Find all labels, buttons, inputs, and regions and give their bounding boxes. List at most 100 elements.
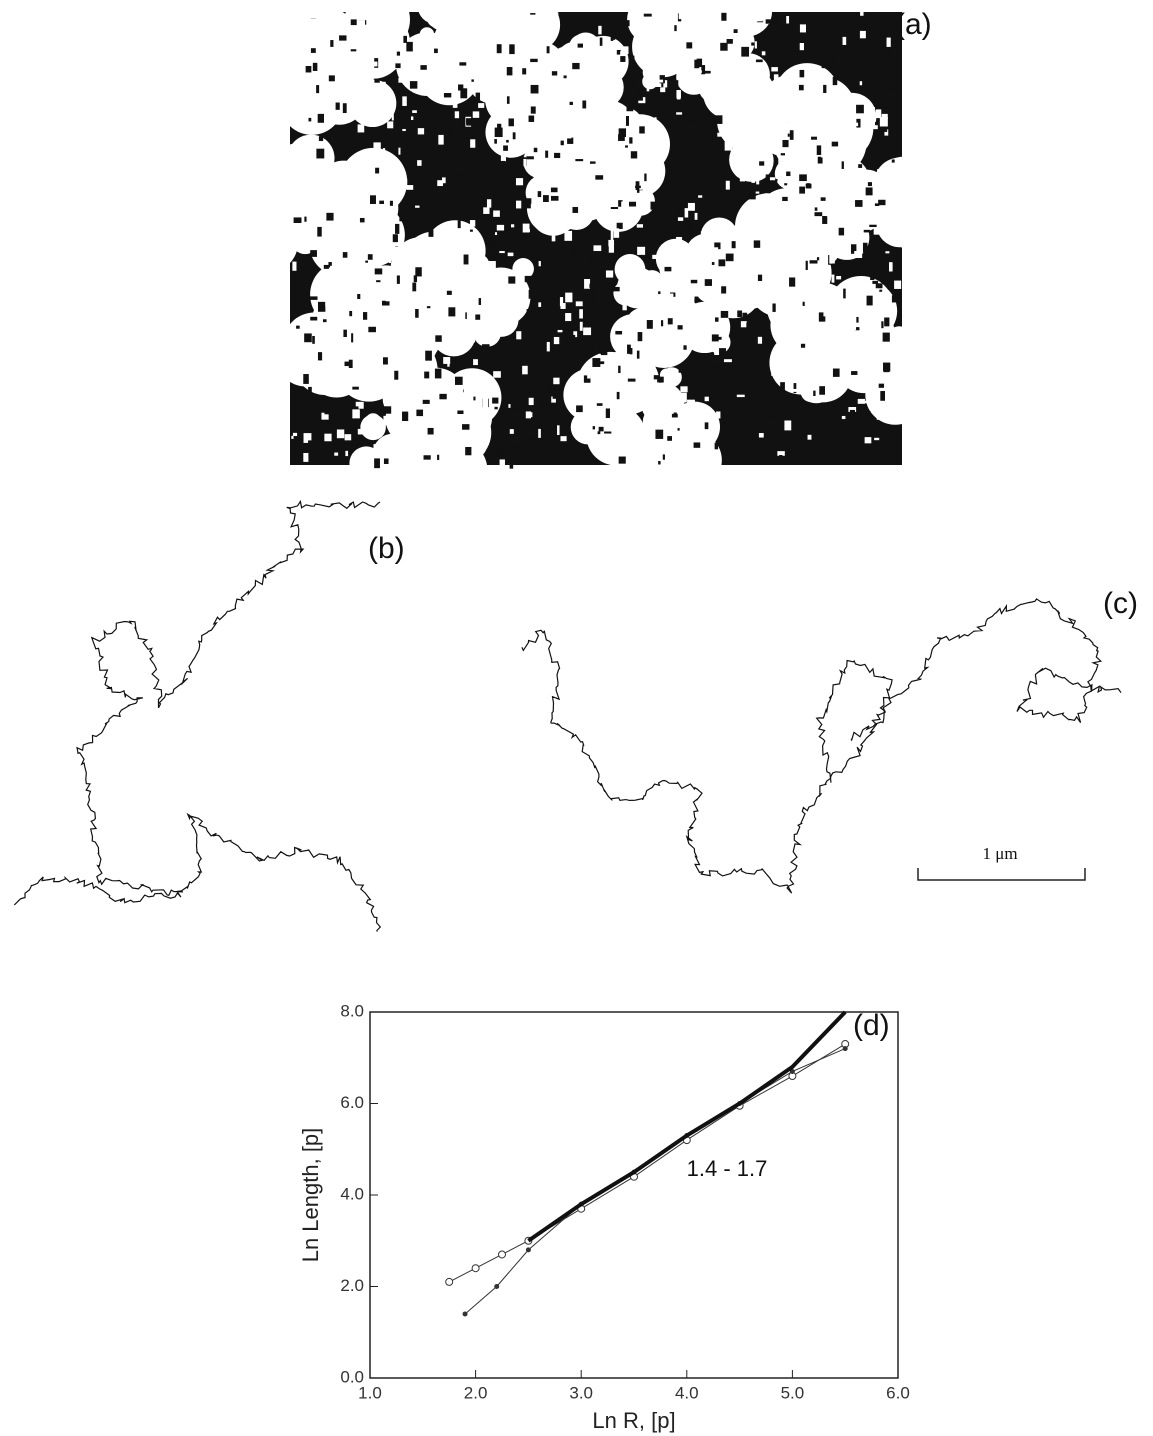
texture-speck	[508, 276, 516, 284]
texture-speck	[860, 51, 868, 57]
texture-speck	[665, 293, 674, 298]
texture-speck	[822, 215, 828, 224]
point	[789, 1068, 795, 1074]
texture-speck	[741, 117, 748, 124]
texture-speck	[296, 325, 300, 329]
texture-speck	[344, 361, 350, 367]
texture-speck	[696, 58, 703, 68]
texture-speck	[605, 408, 611, 419]
texture-speck	[457, 220, 461, 229]
texture-speck	[723, 388, 731, 391]
texture-speck	[621, 218, 628, 223]
texture-speck	[437, 454, 440, 461]
texture-speck	[717, 19, 721, 23]
texture-speck	[343, 329, 347, 338]
texture-speck	[554, 152, 561, 159]
texture-speck	[576, 405, 583, 413]
texture-speck	[509, 458, 514, 469]
texture-speck	[694, 212, 698, 220]
texture-speck	[855, 299, 859, 306]
texture-speck	[645, 406, 649, 411]
texture-speck	[789, 130, 794, 140]
texture-speck	[447, 359, 450, 367]
texture-blob	[722, 0, 773, 37]
texture-speck	[831, 233, 834, 239]
texture-speck	[473, 359, 478, 366]
texture-speck	[884, 317, 890, 327]
texture-speck	[309, 296, 318, 300]
texture-speck	[773, 20, 779, 24]
texture-speck	[340, 413, 347, 416]
texture-speck	[735, 177, 740, 181]
texture-speck	[503, 145, 508, 151]
texture-speck	[856, 316, 859, 323]
texture-speck	[516, 200, 522, 209]
texture-speck	[352, 409, 360, 419]
texture-speck	[478, 103, 485, 108]
texture-speck	[589, 283, 595, 289]
texture-speck	[324, 233, 327, 243]
texture-speck	[470, 139, 476, 148]
texture-speck	[342, 114, 348, 121]
texture-speck	[355, 401, 363, 407]
texture-speck	[388, 436, 391, 446]
texture-speck	[425, 350, 432, 361]
texture-speck	[320, 39, 327, 44]
texture-speck	[872, 280, 879, 284]
texture-speck	[314, 438, 322, 446]
texture-speck	[342, 252, 348, 258]
texture-speck	[821, 64, 830, 69]
texture-speck	[469, 229, 473, 232]
texture-speck	[761, 216, 769, 219]
texture-speck	[827, 417, 831, 423]
texture-speck	[683, 454, 690, 458]
texture-speck	[365, 260, 369, 263]
texture-speck	[684, 208, 689, 218]
texture-speck	[590, 165, 599, 168]
texture-speck	[787, 451, 792, 458]
texture-blob	[247, 148, 287, 188]
texture-speck	[350, 19, 357, 26]
texture-speck	[317, 407, 322, 410]
texture-speck	[506, 96, 510, 104]
texture-speck	[579, 245, 587, 249]
cluster-traces	[13, 499, 1122, 932]
texture-speck	[721, 12, 727, 21]
texture-blob	[349, 446, 384, 481]
texture-speck	[657, 79, 664, 83]
texture-speck	[821, 154, 828, 158]
texture-speck	[549, 159, 557, 166]
texture-speck	[834, 339, 839, 344]
texture-speck	[446, 290, 452, 295]
texture-speck	[460, 279, 465, 284]
texture-speck	[529, 14, 538, 23]
texture-speck	[383, 415, 387, 426]
texture-speck	[656, 105, 662, 112]
texture-speck	[409, 81, 418, 89]
texture-speck	[779, 455, 783, 460]
texture-speck	[559, 340, 568, 345]
x-tick-label: 6.0	[886, 1383, 910, 1402]
texture-speck	[519, 378, 526, 384]
texture-speck	[339, 454, 346, 462]
texture-speck	[755, 15, 763, 22]
texture-speck	[823, 84, 827, 93]
texture-speck	[667, 318, 673, 325]
texture-speck	[486, 199, 492, 208]
texture-speck	[565, 313, 572, 322]
texture-speck	[470, 378, 475, 385]
texture-speck	[363, 46, 369, 50]
texture-speck	[678, 365, 684, 373]
texture-speck	[799, 186, 806, 194]
texture-speck	[779, 291, 786, 300]
texture-speck	[784, 420, 792, 431]
texture-speck	[523, 232, 532, 239]
texture-blob	[333, 56, 374, 98]
texture-speck	[389, 200, 393, 206]
texture-speck	[721, 443, 729, 454]
texture-speck	[835, 88, 839, 99]
texture-speck	[348, 359, 353, 368]
panel-label: (d)	[853, 1009, 890, 1042]
texture-speck	[799, 174, 807, 182]
